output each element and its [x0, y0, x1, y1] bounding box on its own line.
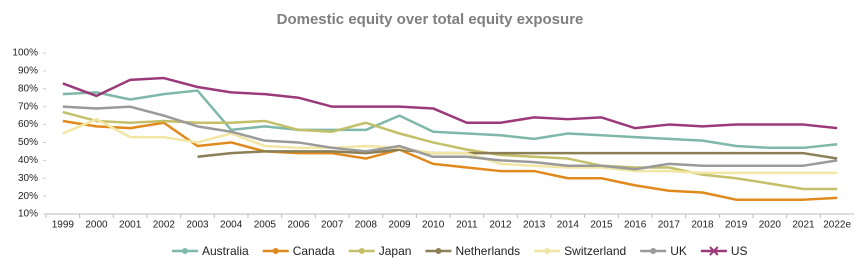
legend-label: Australia	[202, 244, 249, 258]
legend-label: UK	[670, 244, 687, 258]
x-tick-label: 2007	[321, 220, 344, 231]
y-tick-label: 50%	[18, 137, 38, 148]
legend-item: US	[700, 244, 748, 258]
legend-label: US	[731, 244, 748, 258]
legend-marker	[544, 248, 551, 254]
legend-marker	[272, 248, 279, 254]
x-tick-label: 2021	[792, 220, 815, 231]
legend-label: Canada	[293, 244, 335, 258]
legend-marker	[358, 248, 365, 254]
x-tick-label: 2008	[355, 220, 378, 231]
y-tick-label: 20%	[18, 191, 38, 202]
x-tick-label: 2022e	[823, 220, 851, 231]
x-tick-label: 2016	[624, 220, 647, 231]
x-tick-label: 2011	[456, 220, 478, 231]
x-tick-label: 2012	[489, 220, 512, 231]
x-tick-label: 2010	[422, 220, 445, 231]
x-tick-label: 2017	[658, 220, 681, 231]
series-line	[62, 117, 838, 175]
series-line	[62, 105, 838, 171]
x-tick-label: 2004	[220, 220, 243, 231]
legend-marker	[435, 248, 442, 254]
legend-marker	[182, 248, 188, 254]
legend-item: UK	[640, 244, 687, 258]
legend-label: Netherlands	[455, 244, 520, 258]
x-tick-label: 2014	[557, 220, 580, 231]
y-tick-label: 60%	[18, 119, 38, 130]
legend-item: Netherlands	[425, 244, 520, 258]
y-tick-label: 70%	[18, 101, 38, 112]
x-tick-label: 2018	[691, 220, 714, 231]
x-tick-label: 2002	[153, 220, 176, 231]
x-tick-label: 2000	[85, 220, 108, 231]
legend-marker	[709, 246, 719, 256]
x-tick-label: 2019	[725, 220, 748, 231]
chart-title: Domestic equity over total equity exposu…	[277, 11, 584, 28]
y-tick-label: 40%	[18, 155, 38, 166]
legend-label: Switzerland	[564, 244, 626, 258]
x-tick-label: 1999	[52, 220, 75, 231]
y-tick-label: 30%	[18, 173, 38, 184]
y-tick-label: 100%	[12, 48, 38, 59]
x-tick-label: 2003	[186, 220, 209, 231]
series-line	[62, 76, 838, 130]
x-tick-label: 2006	[287, 220, 310, 231]
legend-item: Canada	[262, 244, 335, 258]
series-line	[197, 148, 838, 160]
legend-item: Japan	[348, 244, 412, 258]
series-line	[62, 89, 838, 150]
x-tick-label: 2013	[523, 220, 546, 231]
series-line	[62, 110, 838, 191]
y-tick-label: 10%	[18, 209, 38, 220]
legend-item: Switzerland	[534, 244, 626, 258]
legend-label: Japan	[379, 244, 412, 258]
y-tick-label: 80%	[18, 83, 38, 94]
legend-marker	[650, 248, 657, 254]
x-tick-label: 2015	[590, 220, 613, 231]
x-tick-label: 2005	[254, 220, 277, 231]
x-tick-label: 2001	[119, 220, 142, 231]
y-tick-label: 90%	[18, 66, 38, 77]
x-tick-label: 2020	[759, 220, 782, 231]
legend-item: Australia	[172, 244, 249, 258]
x-tick-label: 2009	[388, 220, 411, 231]
